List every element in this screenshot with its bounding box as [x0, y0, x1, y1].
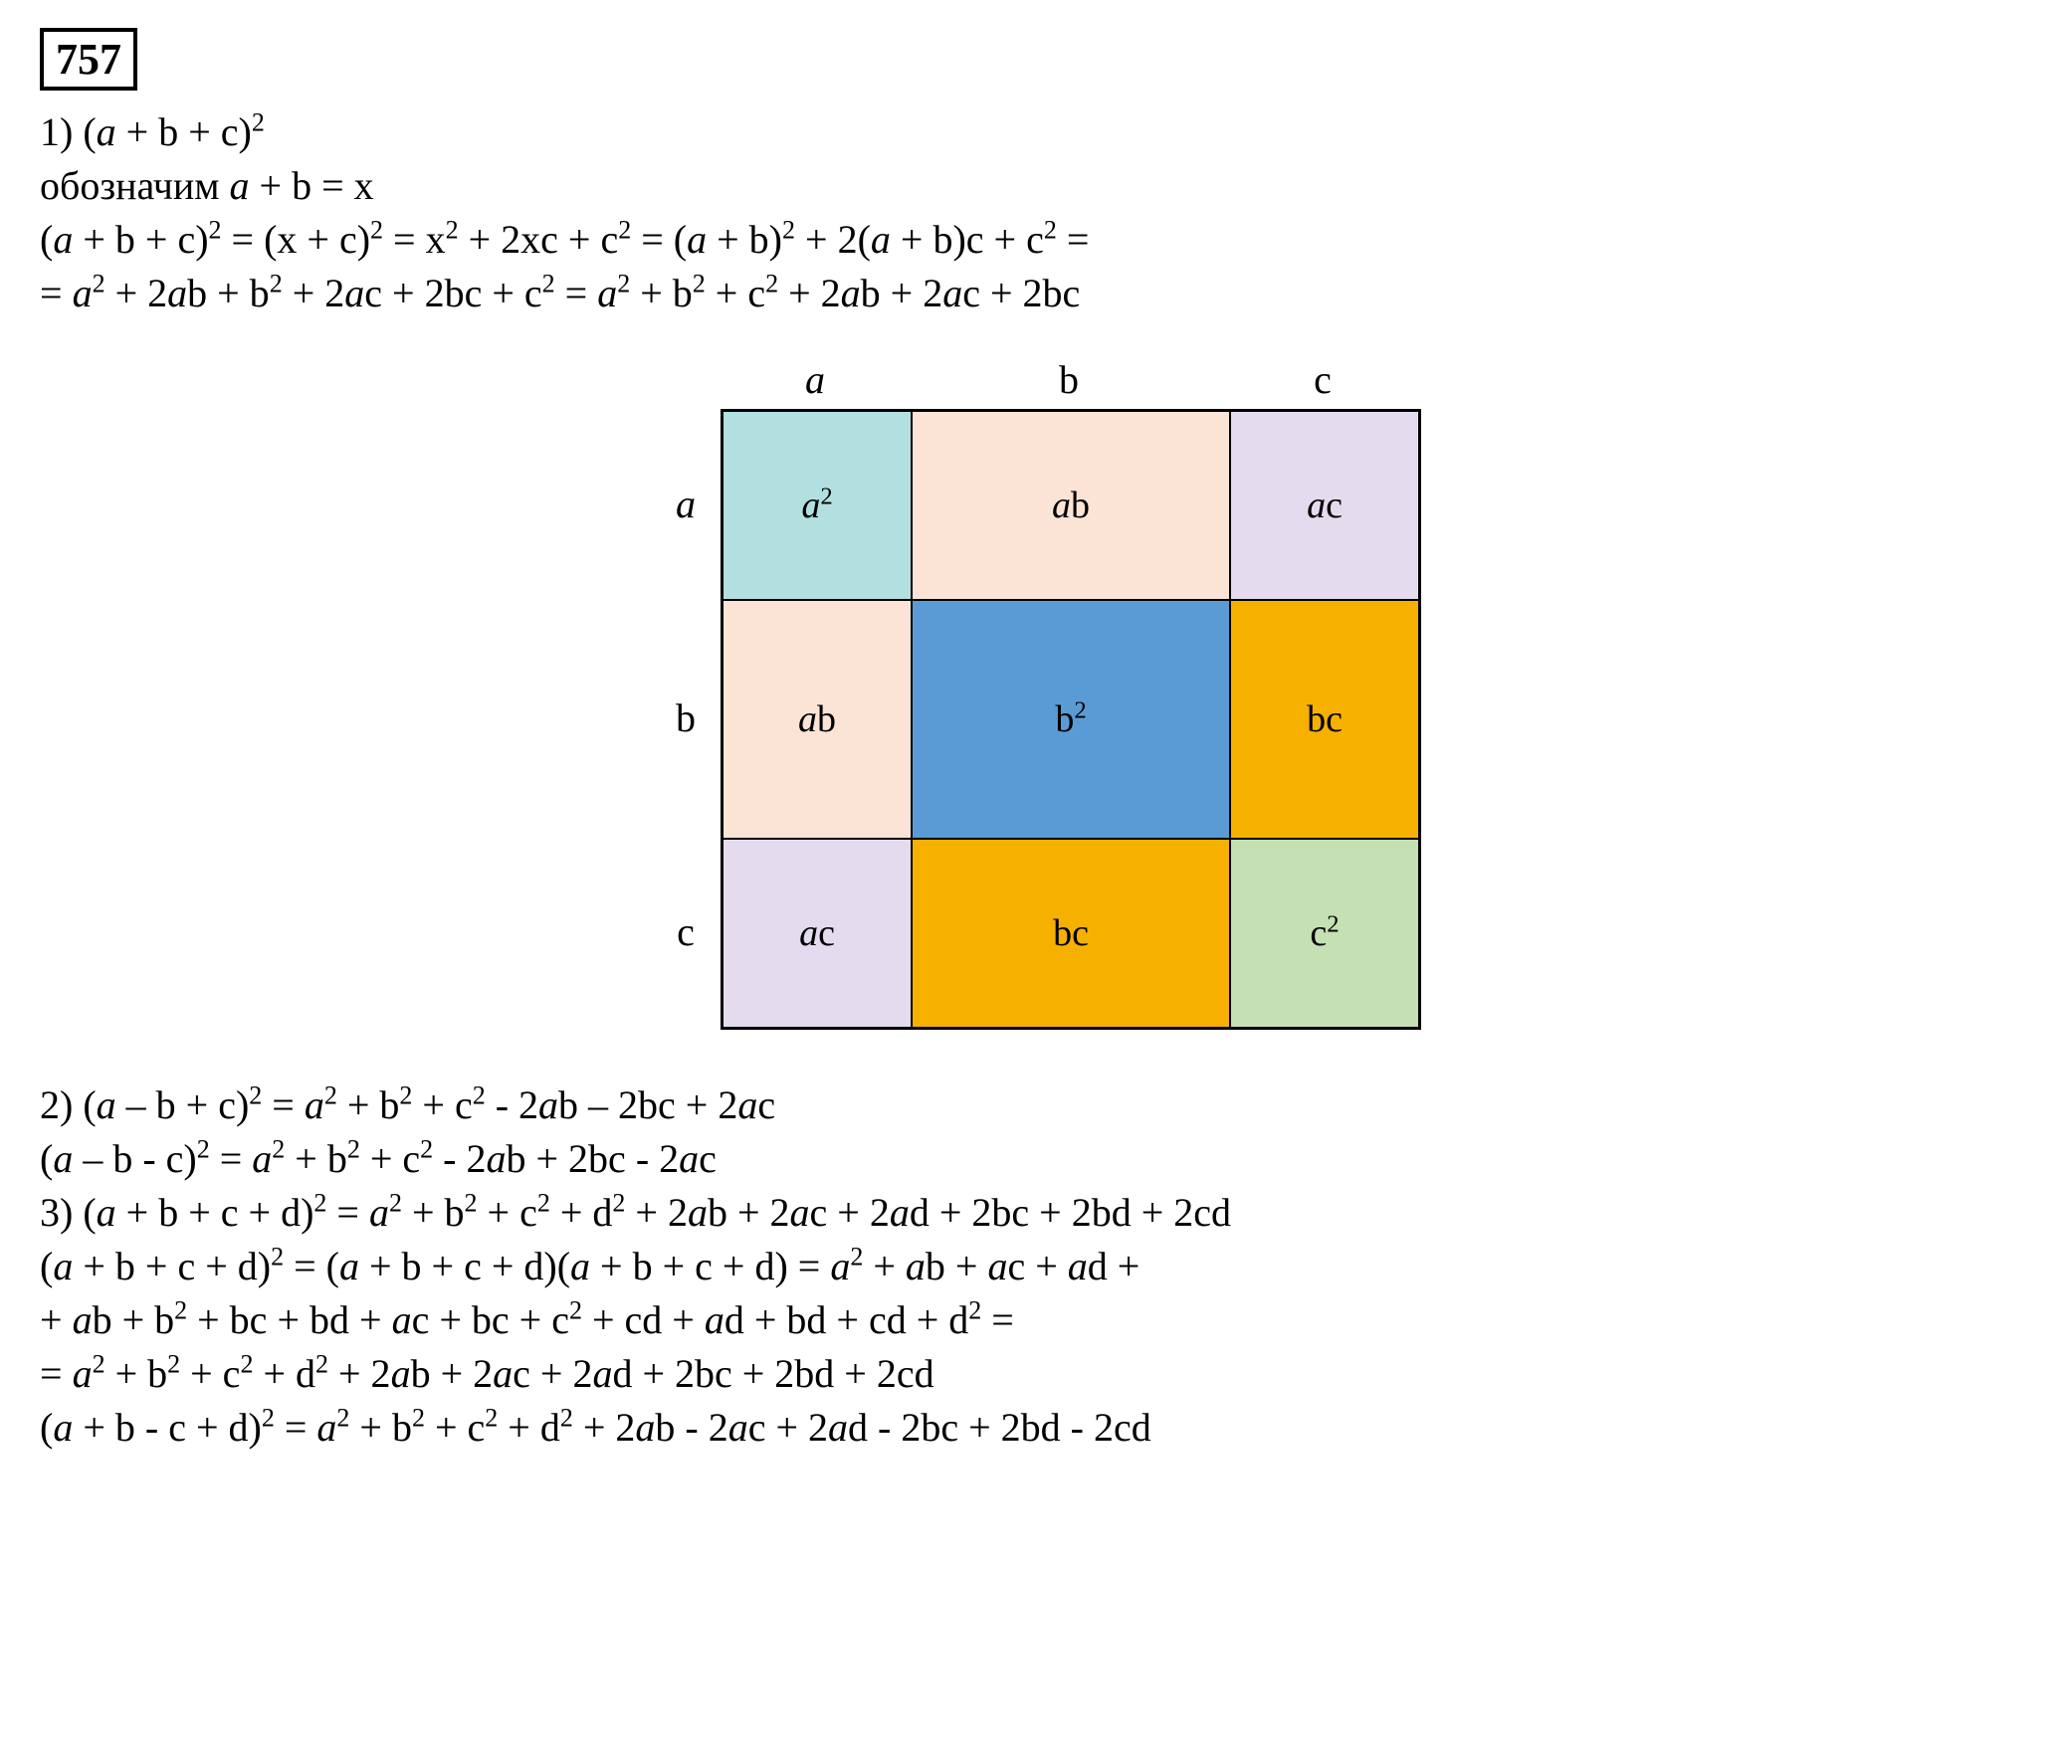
cell-a-a: a2: [723, 411, 912, 600]
cell-c-c: c2: [1230, 839, 1419, 1028]
cell-c-b: bc: [912, 839, 1230, 1028]
trinomial-square-diagram: abcabca2abacabb2bcacbcc2: [651, 349, 1421, 1030]
diagram-wrapper: abcabca2abacabb2bcacbcc2: [40, 349, 2032, 1030]
p3-line1: 3) (a + b + c + d)2 = a2 + b2 + c2 + d2 …: [40, 1187, 2032, 1239]
p1-heading: 1) (a + b + c)2: [40, 106, 2032, 158]
p2-line1: 2) (a – b + c)2 = a2 + b2 + c2 - 2ab – 2…: [40, 1079, 2032, 1131]
col-header-c: c: [1228, 356, 1417, 403]
p1-expand2: = a2 + 2ab + b2 + 2ac + 2bc + c2 = a2 + …: [40, 268, 2032, 319]
cell-b-c: bc: [1230, 600, 1419, 839]
p3-line5: (a + b - c + d)2 = a2 + b2 + c2 + d2 + 2…: [40, 1402, 2032, 1454]
row-header-c: c: [651, 837, 721, 1026]
p3-line3: + ab + b2 + bc + bd + ac + bc + c2 + cd …: [40, 1294, 2032, 1346]
problem-number: 757: [40, 28, 137, 91]
cell-a-b: ab: [912, 411, 1230, 600]
cell-c-a: ac: [723, 839, 912, 1028]
row-header-a: a: [651, 409, 721, 598]
p3-line4: = a2 + b2 + c2 + d2 + 2ab + 2ac + 2ad + …: [40, 1348, 2032, 1400]
cell-b-b: b2: [912, 600, 1230, 839]
square-grid: a2abacabb2bcacbcc2: [721, 409, 1421, 1030]
p1-expand1: (a + b + c)2 = (x + c)2 = x2 + 2xc + c2 …: [40, 214, 2032, 266]
col-header-a: a: [721, 356, 910, 403]
row-header-b: b: [651, 598, 721, 837]
col-header-b: b: [910, 356, 1228, 403]
p2-line2: (a – b - c)2 = a2 + b2 + c2 - 2ab + 2bc …: [40, 1133, 2032, 1185]
cell-a-c: ac: [1230, 411, 1419, 600]
p1-let: обозначим a + b = x: [40, 160, 2032, 212]
cell-b-a: ab: [723, 600, 912, 839]
p3-line2: (a + b + c + d)2 = (a + b + c + d)(a + b…: [40, 1241, 2032, 1292]
